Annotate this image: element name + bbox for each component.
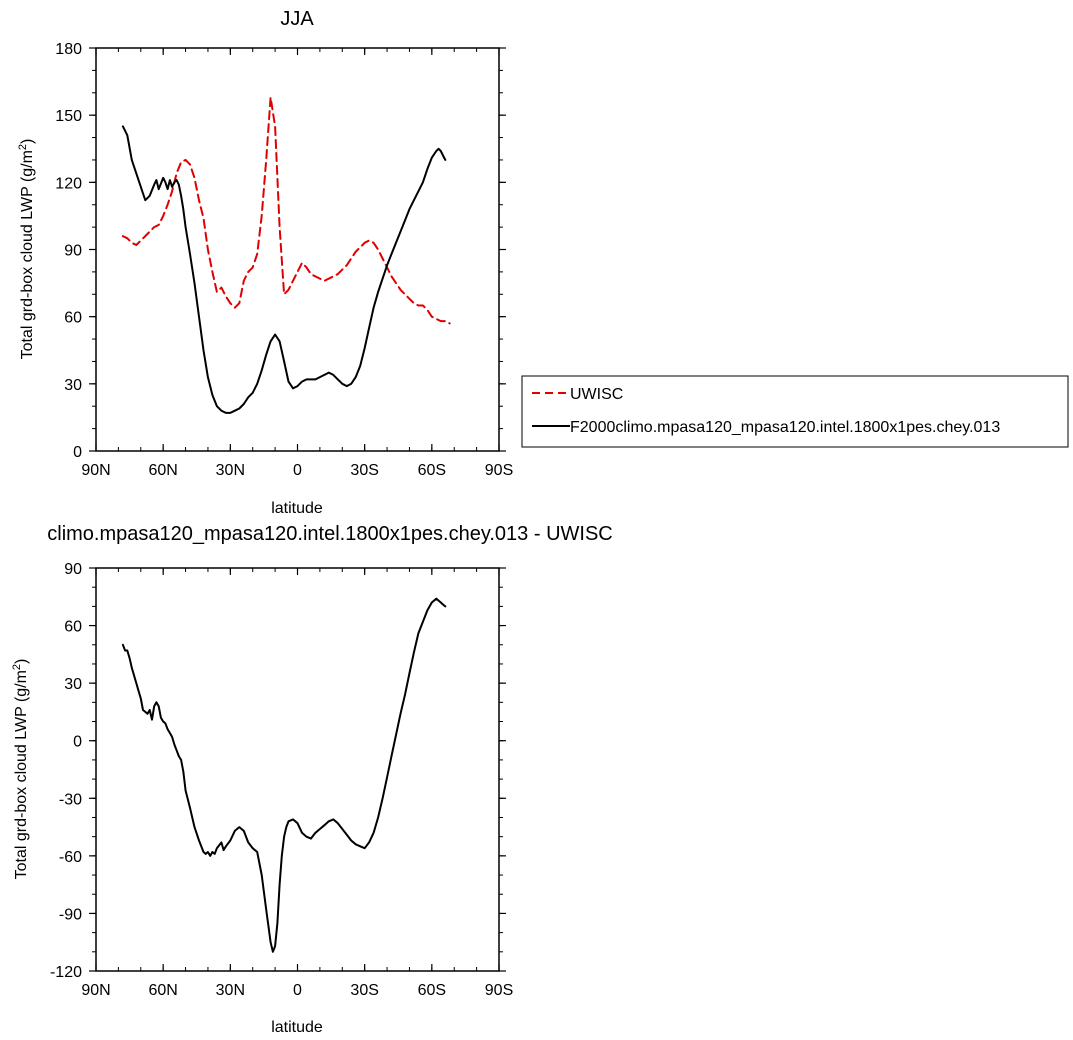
legend: UWISC F2000climo.mpasa120_mpasa120.intel… bbox=[521, 375, 1069, 448]
bottom-y-tick-label: 90 bbox=[64, 561, 82, 578]
top-series-line-1 bbox=[121, 125, 447, 414]
top-x-axis-label: latitude bbox=[271, 500, 323, 517]
legend-box bbox=[521, 375, 1069, 448]
top-y-tick-label: 0 bbox=[73, 444, 82, 461]
top-x-tick-label: 0 bbox=[293, 462, 302, 479]
bottom-plot-frame bbox=[95, 567, 500, 972]
bottom-x-tick-label: 60S bbox=[418, 982, 446, 999]
top-y-axis-label-sup: 2 bbox=[17, 144, 29, 150]
bottom-x-tick-label: 90S bbox=[485, 982, 513, 999]
top-x-tick-label: 30S bbox=[350, 462, 378, 479]
bottom-axis-ticks: 90N 60N 30N 0 30S 60S 90S -120 -90 -60 -30 0 30 60 90 bbox=[50, 561, 513, 999]
bottom-y-axis-label-sup: 2 bbox=[11, 664, 23, 670]
bottom-series-line-0 bbox=[121, 597, 447, 953]
top-y-axis-label: Total grd-box cloud LWP (g/m2) bbox=[17, 139, 36, 360]
bottom-x-tick-label: 90N bbox=[81, 982, 110, 999]
top-y-axis-label-main: Total grd-box cloud LWP (g/m bbox=[19, 150, 36, 359]
top-plot-frame bbox=[95, 47, 500, 452]
top-x-tick-label: 90N bbox=[81, 462, 110, 479]
top-x-tick-label: 60S bbox=[418, 462, 446, 479]
bottom-y-tick-label: 0 bbox=[73, 734, 82, 751]
bottom-x-tick-label: 0 bbox=[293, 982, 302, 999]
bottom-series-group bbox=[121, 597, 447, 953]
bottom-x-axis-label: latitude bbox=[271, 1019, 323, 1036]
top-y-tick-label: 120 bbox=[55, 175, 82, 192]
bottom-y-tick-label: 60 bbox=[64, 619, 82, 636]
bottom-x-tick-label: 30N bbox=[216, 982, 245, 999]
top-chart-title: JJA bbox=[280, 8, 314, 30]
bottom-y-tick-label: -120 bbox=[50, 964, 82, 981]
bottom-y-tick-label: -60 bbox=[59, 849, 82, 866]
top-y-tick-label: 60 bbox=[64, 310, 82, 327]
bottom-y-axis-label-main: Total grd-box cloud LWP (g/m bbox=[13, 670, 30, 879]
top-y-tick-label: 30 bbox=[64, 377, 82, 394]
bottom-y-tick-label: -90 bbox=[59, 906, 82, 923]
bottom-y-axis-label-close: ) bbox=[13, 659, 30, 664]
bottom-y-axis-label: Total grd-box cloud LWP (g/m2) bbox=[11, 659, 30, 880]
top-x-tick-label: 60N bbox=[148, 462, 177, 479]
top-series-group bbox=[121, 96, 451, 414]
top-x-tick-label: 30N bbox=[216, 462, 245, 479]
panel-top: JJA 90N 60N 30N 0 30S 60S 90S0306090120150180 … bbox=[17, 8, 513, 517]
bottom-chart-title: climo.mpasa120_mpasa120.intel.1800x1pes.… bbox=[47, 523, 613, 545]
top-y-tick-label: 90 bbox=[64, 243, 82, 260]
bottom-x-tick-label: 30S bbox=[350, 982, 378, 999]
top-y-axis-label-close: ) bbox=[19, 139, 36, 144]
bottom-y-tick-label: -30 bbox=[59, 791, 82, 808]
top-x-tick-label: 90S bbox=[485, 462, 513, 479]
bottom-y-tick-label: 30 bbox=[64, 676, 82, 693]
legend-label-model: F2000climo.mpasa120_mpasa120.intel.1800x… bbox=[570, 419, 1000, 436]
top-y-tick-label: 150 bbox=[55, 108, 82, 125]
panel-bottom: climo.mpasa120_mpasa120.intel.1800x1pes.… bbox=[11, 523, 613, 1036]
top-axis-ticks: 90N 60N 30N 0 30S 60S 90S 0 30 60 90 120 150 180 bbox=[55, 41, 513, 479]
bottom-x-tick-label: 60N bbox=[148, 982, 177, 999]
top-y-tick-label: 180 bbox=[55, 41, 82, 58]
top-series-line-0 bbox=[121, 96, 451, 325]
legend-label-uwisc: UWISC bbox=[570, 386, 623, 403]
